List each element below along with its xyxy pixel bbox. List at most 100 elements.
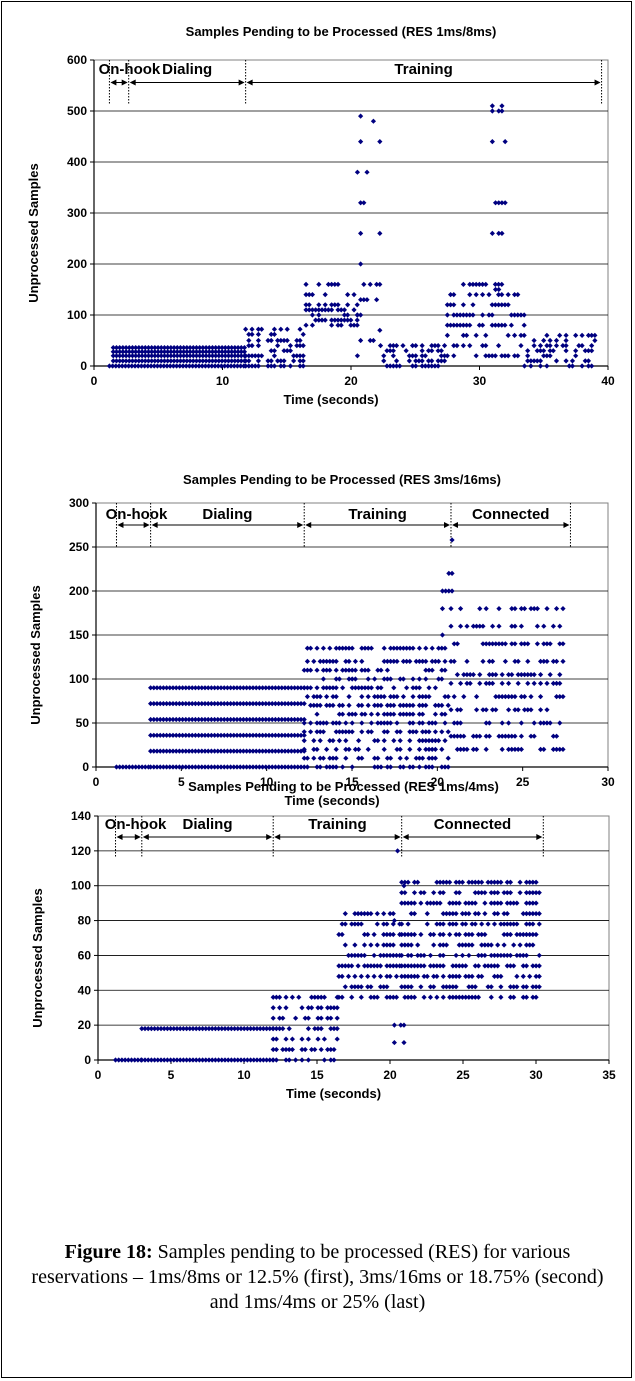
data-point <box>154 716 160 723</box>
data-point <box>368 942 374 948</box>
phase-arrowhead-left <box>305 522 312 528</box>
data-point <box>231 732 237 738</box>
data-point <box>445 702 451 708</box>
data-point <box>333 676 339 682</box>
data-point <box>553 358 560 364</box>
data-point <box>157 748 163 754</box>
data-point <box>263 685 269 691</box>
data-point <box>477 672 483 678</box>
data-point <box>177 353 184 359</box>
data-point <box>563 358 569 364</box>
data-point <box>435 363 441 369</box>
data-point <box>447 900 453 906</box>
data-point <box>229 353 235 359</box>
data-point <box>206 353 212 359</box>
data-point <box>304 764 311 770</box>
data-point <box>405 931 411 938</box>
data-point <box>537 694 544 700</box>
data-point <box>456 994 462 1000</box>
data-point <box>249 331 255 337</box>
data-point <box>234 363 241 369</box>
data-point <box>520 984 526 990</box>
chart-title: Samples Pending to be Processed (RES 3ms… <box>183 472 501 487</box>
data-point <box>469 942 475 948</box>
data-point <box>331 1026 337 1032</box>
data-point <box>491 973 498 979</box>
data-point <box>324 667 330 673</box>
data-point <box>306 307 312 313</box>
data-point <box>429 738 435 744</box>
data-point <box>432 755 439 761</box>
data-point <box>432 685 439 691</box>
data-point <box>496 606 502 612</box>
data-point <box>453 994 459 1000</box>
data-point <box>200 358 206 364</box>
data-point <box>199 685 205 691</box>
data-point <box>407 711 413 717</box>
data-point <box>454 720 460 726</box>
data-point <box>384 348 390 354</box>
data-point <box>247 701 253 707</box>
data-point <box>208 716 215 723</box>
data-point <box>356 755 362 761</box>
data-point <box>232 349 238 355</box>
data-point <box>518 641 524 647</box>
data-point <box>422 363 428 369</box>
data-point <box>410 694 416 700</box>
data-point <box>432 343 438 349</box>
data-point <box>276 716 282 723</box>
data-point <box>520 952 526 959</box>
data-point <box>523 931 530 938</box>
data-point <box>352 952 358 959</box>
data-point <box>221 748 227 754</box>
chart-2: Samples Pending to be Processed (RES 3ms… <box>28 472 615 808</box>
data-point <box>260 764 266 770</box>
data-point <box>515 312 521 318</box>
data-point <box>460 302 466 308</box>
data-point <box>276 732 282 738</box>
y-tick-label: 0 <box>82 760 89 774</box>
data-point <box>437 921 443 927</box>
data-point <box>368 911 374 917</box>
data-point <box>514 984 520 990</box>
data-point <box>537 672 544 678</box>
data-point <box>327 738 333 744</box>
data-point <box>425 348 432 354</box>
data-point <box>470 312 476 318</box>
data-point <box>190 358 196 364</box>
data-point <box>429 755 435 761</box>
data-point <box>365 702 371 708</box>
data-point <box>404 645 410 651</box>
data-point <box>365 984 371 990</box>
data-point <box>499 353 505 359</box>
data-point <box>499 680 505 686</box>
data-point <box>496 286 502 293</box>
data-point <box>177 1057 183 1063</box>
data-point <box>492 322 498 328</box>
data-point <box>277 994 283 1000</box>
data-point <box>190 345 196 351</box>
data-point <box>308 667 314 673</box>
data-point <box>491 900 498 906</box>
data-point <box>288 748 295 754</box>
data-point <box>301 667 307 673</box>
data-point <box>215 732 221 738</box>
data-point <box>502 733 508 739</box>
data-point <box>148 1026 154 1032</box>
data-point <box>464 680 470 686</box>
data-point <box>279 732 285 738</box>
data-point <box>356 746 362 752</box>
data-point <box>407 764 413 770</box>
data-point <box>168 345 174 351</box>
data-point <box>440 931 446 938</box>
data-point <box>331 1005 337 1011</box>
data-point <box>491 879 498 885</box>
data-point <box>368 729 375 735</box>
data-point <box>450 911 456 917</box>
data-point <box>375 685 381 691</box>
data-point <box>475 963 482 969</box>
data-point <box>266 716 272 723</box>
data-point <box>470 623 476 629</box>
data-point <box>339 963 345 969</box>
